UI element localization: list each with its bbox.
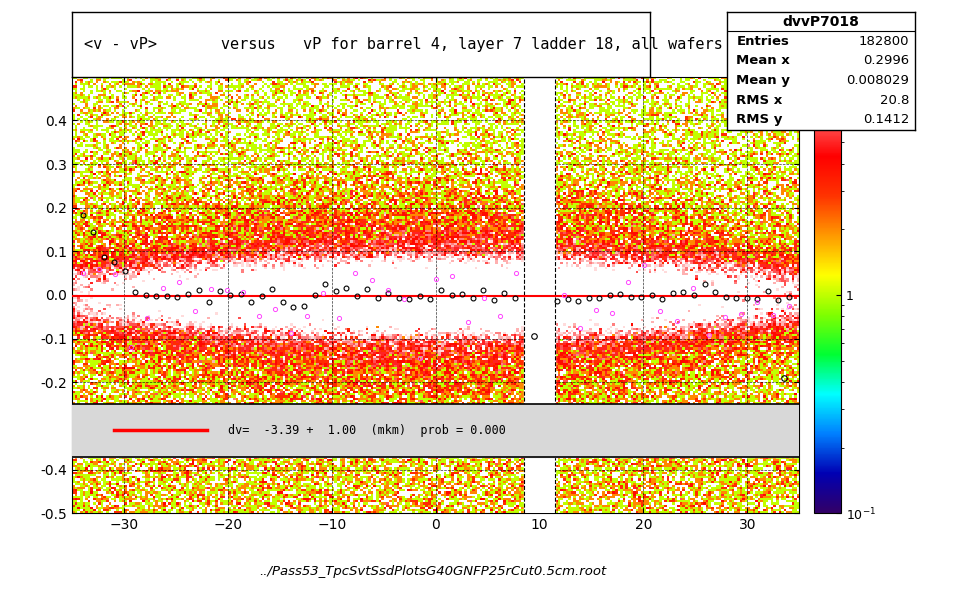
Text: 182800: 182800 xyxy=(859,35,909,48)
Text: RMS y: RMS y xyxy=(737,113,783,126)
Bar xyxy=(524,77,556,513)
Text: <v - vP>       versus   vP for barrel 4, layer 7 ladder 18, all wafers: <v - vP> versus vP for barrel 4, layer 7… xyxy=(84,37,722,52)
Text: 0.1412: 0.1412 xyxy=(863,113,909,126)
Bar xyxy=(72,404,799,457)
Text: RMS x: RMS x xyxy=(737,94,783,107)
Text: dvvP7018: dvvP7018 xyxy=(783,15,859,29)
Text: Mean y: Mean y xyxy=(737,74,791,87)
Text: 0.008029: 0.008029 xyxy=(846,74,909,87)
Text: Entries: Entries xyxy=(737,35,790,48)
Text: dv=  -3.39 +  1.00  (mkm)  prob = 0.000: dv= -3.39 + 1.00 (mkm) prob = 0.000 xyxy=(228,424,506,437)
Text: Mean x: Mean x xyxy=(737,54,791,67)
Text: 20.8: 20.8 xyxy=(880,94,909,107)
Text: ../Pass53_TpcSvtSsdPlotsG40GNFP25rCut0.5cm.root: ../Pass53_TpcSvtSsdPlotsG40GNFP25rCut0.5… xyxy=(260,565,607,578)
Text: 0.2996: 0.2996 xyxy=(863,54,909,67)
